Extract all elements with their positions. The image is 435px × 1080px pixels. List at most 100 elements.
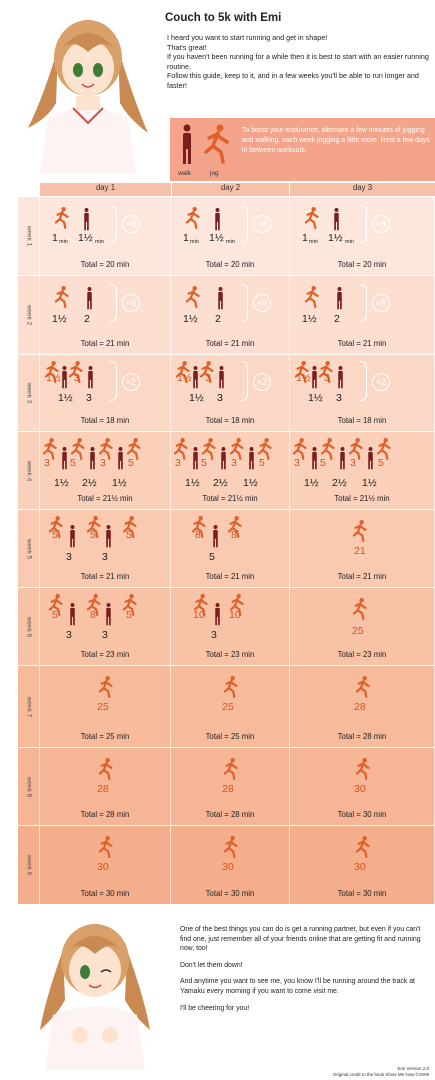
jog-icon <box>98 758 113 780</box>
walk-icon <box>70 525 75 548</box>
interval-minutes: 1½ <box>362 477 377 489</box>
total-time: Total = 21 min <box>205 339 255 348</box>
day-cell: Total = 23 min 25 <box>290 588 435 665</box>
total-time: Total = 21 min <box>80 572 130 581</box>
interval-minutes: 3 <box>44 457 50 469</box>
day-cell: Total = 28 min 28 <box>40 748 171 825</box>
day-cell: Total = 20 min 1 min 1½ min ×8 <box>40 197 171 275</box>
repeat-brace <box>110 361 117 401</box>
interval-minutes: 8 <box>231 529 237 541</box>
total-time: Total = 18 min <box>80 416 130 425</box>
interval-unit: min <box>309 239 318 245</box>
interval-minutes: 5 <box>126 609 132 621</box>
total-time: Total = 21½ min <box>202 494 258 503</box>
jog-icon <box>294 361 309 383</box>
day-cell: Total = 21 min 1½ 2 ×6 <box>40 276 171 354</box>
walk-icon <box>338 366 343 389</box>
interval-unit: min <box>59 239 68 245</box>
intro-line: That's great! <box>167 42 207 52</box>
jog-icon <box>70 438 85 460</box>
legend-panel: walk jog To boost your endurance, altern… <box>170 118 435 181</box>
day-cell: Total = 30 min 30 <box>290 826 435 904</box>
repeat-brace <box>241 361 248 401</box>
interval-minutes: 3 <box>100 457 106 469</box>
total-time: Total = 28 min <box>337 732 387 741</box>
interval-minutes: 1½ <box>78 232 93 244</box>
credit: Emi Version 2.0 Original credit to the b… <box>333 1066 429 1078</box>
week-label-text: week 5 <box>25 538 32 559</box>
day-cell: Total = 25 min 25 <box>171 666 290 747</box>
week-label-text: week 4 <box>25 460 32 481</box>
jog-icon <box>48 594 63 616</box>
interval-minutes: 2 <box>334 313 340 325</box>
walk-icon <box>337 287 342 310</box>
interval-minutes: 5 <box>126 529 132 541</box>
total-time: Total = 25 min <box>205 732 255 741</box>
interval-unit: min <box>190 239 199 245</box>
interval-minutes: 2½ <box>213 477 228 489</box>
interval-minutes: 5 <box>209 551 215 563</box>
day-cell: Total = 20 min 1 min 1½ min ×8 <box>171 197 290 275</box>
jog-icon <box>193 594 208 616</box>
day-cell: Total = 18 min 1½ 3 1½ 3 ×2 <box>290 355 435 431</box>
interval-minutes: 1 <box>302 232 308 244</box>
interval-minutes: 1½ <box>302 313 317 325</box>
week-label-text: week 3 <box>25 382 32 404</box>
jog-icon <box>223 758 238 780</box>
jog-icon <box>86 594 101 616</box>
week-row: week 4 Total = 21½ min 3 5 3 5 1½ 2½ 1½ Total = 2… <box>18 432 435 509</box>
total-time: Total = 25 min <box>80 732 130 741</box>
interval-minutes: 2 <box>84 313 90 325</box>
interval-minutes: 8 <box>195 529 201 541</box>
interval-minutes: 1½ <box>52 313 67 325</box>
total-time: Total = 18 min <box>205 416 255 425</box>
total-time: Total = 20 min <box>205 260 255 269</box>
interval-minutes: 10 <box>193 609 205 621</box>
emi-illustration-top <box>28 20 148 173</box>
day-header-2: day 2 <box>172 183 289 196</box>
jog-icon <box>204 124 229 164</box>
walk-icon <box>193 366 198 389</box>
interval-minutes: 3 <box>74 372 80 384</box>
week-label: week 6 <box>18 588 40 665</box>
day-cell: Total = 21½ min 3 5 3 5 1½ 2½ 1½ <box>290 432 435 509</box>
jog-icon <box>304 286 319 308</box>
week-label-text: week 7 <box>25 696 32 717</box>
repeat-count: ×6 <box>122 294 140 312</box>
week-label-text: week 6 <box>25 616 32 637</box>
day-cell: Total = 21 min 1½ 2 ×6 <box>171 276 290 354</box>
jog-icon <box>355 836 370 858</box>
jog-icon <box>44 361 59 383</box>
walk-icon <box>249 447 254 470</box>
total-time: Total = 23 min <box>337 650 387 659</box>
outro-paragraph: And anytime you want to see me, you know… <box>180 978 415 995</box>
week-row: week 5 Total = 21 min 5 5 5 3 3 Total = 21 min 8… <box>18 510 435 587</box>
day-cell: Total = 21 min 8 8 5 <box>171 510 290 587</box>
interval-minutes: 1½ <box>328 232 343 244</box>
interval-minutes: 3 <box>102 629 108 641</box>
interval-minutes: 5 <box>201 457 207 469</box>
walk-icon <box>215 603 220 626</box>
total-time: Total = 30 min <box>205 889 255 898</box>
total-time: Total = 28 min <box>80 810 130 819</box>
interval-minutes: 1½ <box>308 392 323 404</box>
repeat-count: ×2 <box>122 373 140 391</box>
total-time: Total = 20 min <box>337 260 387 269</box>
jog-icon <box>98 836 113 858</box>
interval-minutes: 3 <box>231 457 237 469</box>
week-label: week 9 <box>18 826 40 904</box>
total-time: Total = 30 min <box>80 889 130 898</box>
interval-minutes: 2½ <box>332 477 347 489</box>
intro-text: I heard you want to start running and ge… <box>167 33 429 91</box>
jog-icon <box>98 438 113 460</box>
walk-icon <box>118 447 123 470</box>
jog-icon <box>355 758 370 780</box>
jog-icon <box>54 286 69 308</box>
week-label: week 2 <box>18 276 40 354</box>
total-time: Total = 20 min <box>80 260 130 269</box>
interval-minutes: 3 <box>324 372 330 384</box>
week-row: week 7 Total = 25 min 25 Total = 25 min 25 To… <box>18 666 435 747</box>
interval-minutes: 25 <box>352 625 364 637</box>
walk-icon <box>219 366 224 389</box>
day-cell: Total = 23 min 10 10 3 <box>171 588 290 665</box>
